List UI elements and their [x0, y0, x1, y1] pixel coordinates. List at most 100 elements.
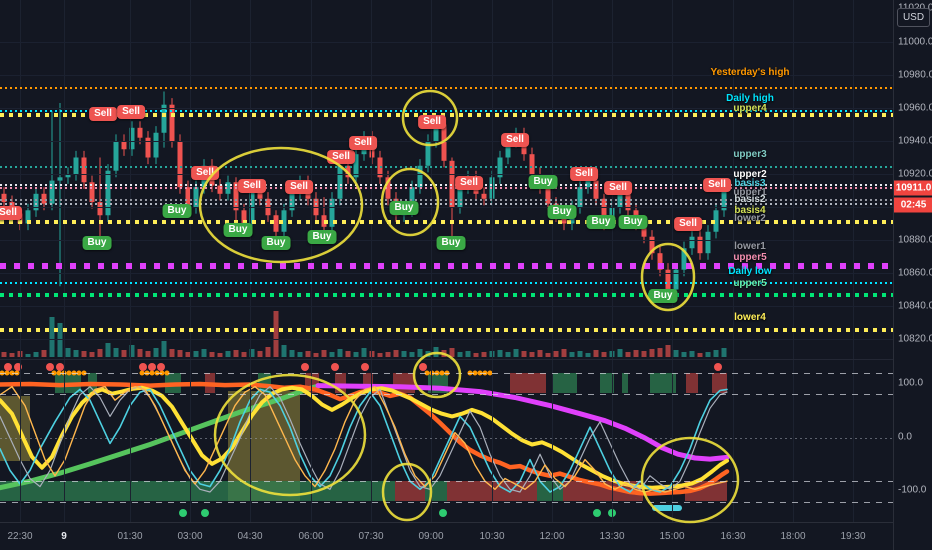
sell-dot-marker [46, 363, 54, 371]
volume-bar [289, 350, 295, 357]
gridline-vertical [130, 0, 131, 359]
sell-signal-tag: Sell [455, 176, 483, 190]
buy-signal-tag: Buy [528, 175, 558, 189]
sell-dot-marker [331, 363, 339, 371]
volume-bar [113, 348, 119, 357]
volume-bar [145, 351, 151, 357]
sell-dot-marker [714, 363, 722, 371]
gridline-horizontal [0, 273, 893, 274]
volume-bar [449, 348, 455, 357]
candle-body [97, 202, 103, 216]
candle-body [529, 154, 535, 174]
candle-body [177, 141, 183, 188]
oversold-block [395, 481, 425, 501]
volume-bar [153, 348, 159, 357]
time-axis-label: 18:00 [780, 531, 806, 542]
gridline-vertical [853, 0, 854, 359]
candle-body [449, 160, 455, 207]
volume-bar [417, 349, 423, 357]
candle-body [185, 187, 191, 207]
volume-bar [689, 351, 695, 357]
gridline-vertical [853, 360, 854, 522]
oscillator-panel-canvas[interactable] [0, 359, 893, 522]
gridline-vertical [672, 0, 673, 359]
volume-bar [273, 311, 279, 357]
buy-signal-tag: Buy [162, 204, 192, 218]
candle-body [113, 141, 119, 171]
gridline-vertical [793, 360, 794, 522]
volume-bar [361, 348, 367, 357]
volume-bar [65, 348, 71, 357]
candle-body [25, 210, 31, 224]
sell-signal-tag: Sell [238, 179, 266, 193]
level-line-yesterday-s-high [0, 87, 893, 89]
gridline-horizontal [0, 42, 893, 43]
currency-toggle-button[interactable]: USD [897, 8, 930, 27]
candle-body [441, 124, 447, 161]
volume-bar [673, 350, 679, 357]
candle-body [705, 231, 711, 254]
level-line-upper3 [0, 166, 893, 168]
gridline-vertical [552, 360, 553, 522]
gridline-vertical [64, 360, 65, 522]
buy-dot-marker [179, 509, 187, 517]
volume-bar [169, 349, 175, 357]
volume-bar [25, 354, 31, 357]
oscillator-band-line [0, 394, 893, 395]
overbought-block [393, 373, 415, 393]
buy-signal-tag: Buy [436, 236, 466, 250]
oscillator-plot [0, 363, 730, 517]
gridline-vertical [431, 360, 432, 522]
price-chip: 10911.0 [894, 180, 932, 196]
volume-bar [705, 352, 711, 357]
candle-body [457, 187, 463, 207]
candle-body [641, 223, 647, 237]
gridline-vertical [672, 360, 673, 522]
overbought-block [510, 373, 546, 393]
volume-bar [129, 345, 135, 357]
volume-bar [377, 353, 383, 357]
volume-bar [305, 351, 311, 357]
buy-signal-tag: Buy [261, 236, 291, 250]
time-axis[interactable]: 22:30 9 01:30 03:00 04:30 06:00 07:30 09:00 10:3… [0, 522, 893, 550]
candle-body [505, 141, 511, 158]
candle-body [121, 141, 127, 150]
price-axis-label: 10840.0 [898, 300, 932, 312]
overbought-block [553, 373, 577, 393]
gridline-horizontal [0, 306, 893, 307]
price-axis[interactable]: 11020.011000.010980.010960.010940.010920… [893, 0, 932, 550]
buy-signal-tag: Buy [307, 230, 337, 244]
volume-bar [353, 352, 359, 357]
volume-bar [177, 350, 183, 357]
level-line-basis2 [0, 203, 893, 205]
sell-signal-tag: Sell [418, 115, 446, 129]
volume-bar [401, 351, 407, 357]
sell-signal-tag: Sell [703, 178, 731, 192]
price-chart-canvas[interactable]: Yesterday's high Daily high upper4 upper3 up… [0, 0, 893, 359]
candle-body [129, 127, 135, 150]
oscillator-series-stoch_orange [0, 386, 728, 493]
volume-bar [57, 323, 63, 357]
time-axis-label: 13:30 [599, 531, 625, 542]
candle-body [145, 137, 151, 158]
time-axis-label: 10:30 [479, 531, 505, 542]
gridline-horizontal [0, 141, 893, 142]
price-axis-label: 10960.0 [898, 102, 932, 114]
overbought-block [363, 373, 373, 393]
volume-bar [137, 349, 143, 357]
candle-body [33, 193, 39, 211]
overbought-block [650, 373, 676, 393]
sell-signal-tag: Sell [0, 206, 22, 220]
candle-body [337, 165, 343, 199]
time-axis-label: 07:30 [358, 531, 384, 542]
oscillator-band-line [0, 502, 893, 503]
buy-dot-marker [439, 509, 447, 517]
oscillator-series-signal_thick_yellow [0, 385, 729, 490]
sell-signal-tag: Sell [349, 136, 377, 150]
oversold-block [0, 481, 395, 501]
volume-bar [265, 347, 271, 357]
volume-bar [185, 352, 191, 357]
candle-body [625, 193, 631, 211]
volume-bar [385, 352, 391, 357]
